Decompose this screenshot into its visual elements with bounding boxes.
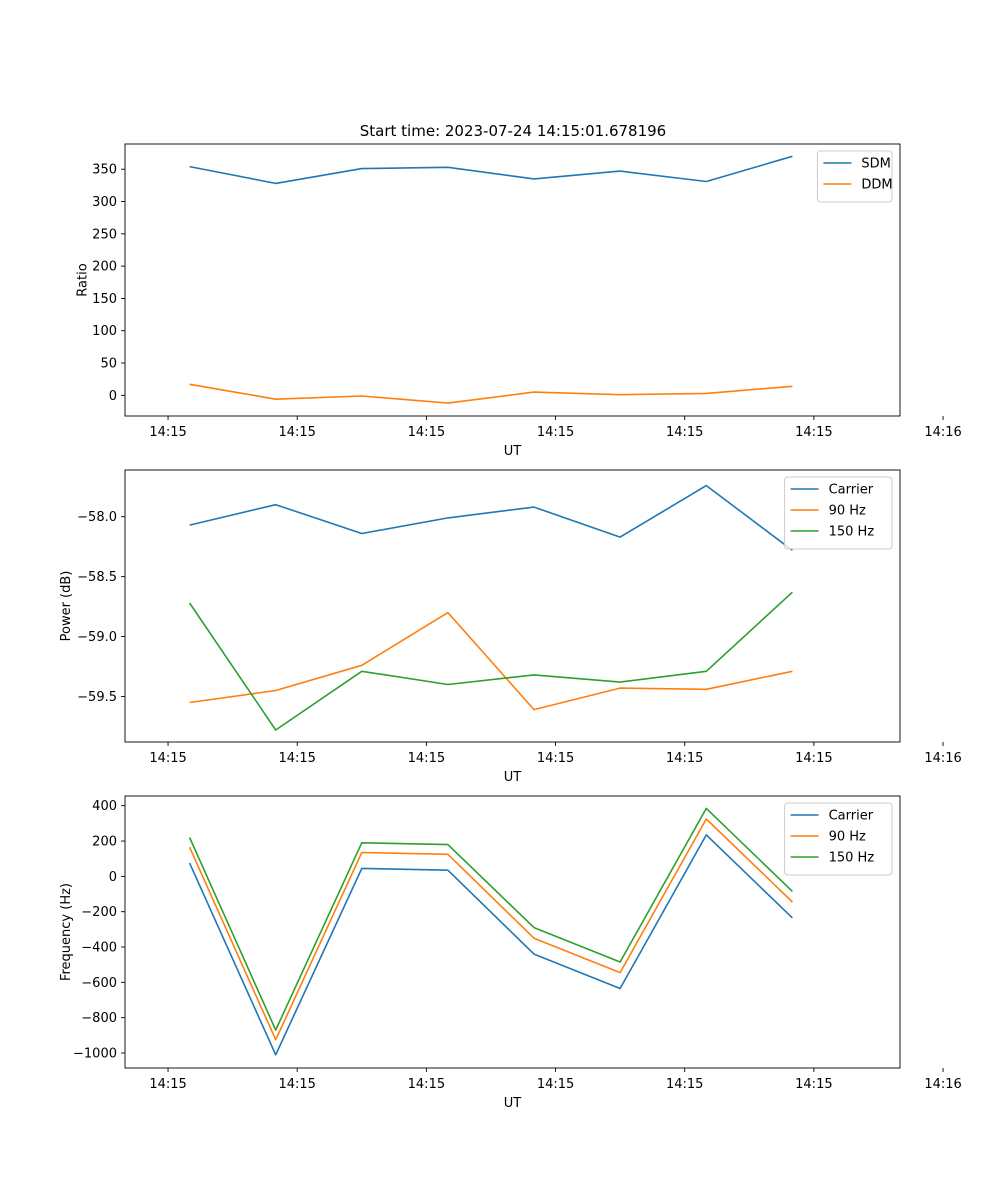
panel-2-axes-frame xyxy=(124,795,901,1069)
panel-1-x-tick-label: 14:16 xyxy=(924,751,961,766)
panel-2-y-tick-label: −1000 xyxy=(73,1046,117,1061)
panel-0-x-tick-label: 14:15 xyxy=(795,425,832,440)
panel-0-x-axis-label: UT xyxy=(504,444,522,459)
panel-0-x-tick-label: 14:15 xyxy=(149,425,186,440)
panel-1-y-tick-label: −59.5 xyxy=(77,690,117,705)
panel-2-series-line-carrier xyxy=(188,834,793,1056)
panel-0-legend: SDM DDM xyxy=(816,150,893,203)
ratio-panel: 14:15 14:15 14:15 14:15 14:15 14:15 14:16 0 50 10… xyxy=(75,143,962,459)
panel-2-y-tick-label: 200 xyxy=(92,835,117,850)
panel-0-x-tick-label: 14:15 xyxy=(408,425,445,440)
panel-1-y-tick-label: −58.0 xyxy=(77,510,117,525)
panel-2-y-tick-label: −400 xyxy=(81,941,117,956)
panel-2-series-line-150-hz xyxy=(188,807,793,1031)
panel-1-x-tick-label: 14:15 xyxy=(666,751,703,766)
panel-2-x-axis-label: UT xyxy=(504,1096,522,1111)
panel-2-y-tick-label: −800 xyxy=(81,1011,117,1026)
panel-2-x-tick-label: 14:15 xyxy=(666,1077,703,1092)
panel-0-x-tick-label: 14:15 xyxy=(278,425,315,440)
panel-1-x-tick-label: 14:15 xyxy=(149,751,186,766)
panel-0-y-tick-label: 0 xyxy=(109,389,117,404)
panel-0-y-tick-label: 200 xyxy=(92,260,117,275)
panel-0-y-tick-label: 350 xyxy=(92,163,117,178)
panel-2-y-tick-label: −200 xyxy=(81,905,117,920)
panel-2-x-tick-label: 14:16 xyxy=(924,1077,961,1092)
panel-1-series-line-150-hz xyxy=(188,591,793,731)
figure-title: Start time: 2023-07-24 14:15:01.678196 xyxy=(360,122,666,140)
panel-0-x-tick-label: 14:15 xyxy=(537,425,574,440)
panel-1-legend-label-150-hz: 150 Hz xyxy=(829,525,875,540)
frequency-panel: 14:15 14:15 14:15 14:15 14:15 14:15 14:16 −1000… xyxy=(59,795,962,1111)
panel-0-x-tick-label: 14:16 xyxy=(924,425,961,440)
panel-1-axes-frame xyxy=(124,469,901,743)
panel-1-x-tick-label: 14:15 xyxy=(537,751,574,766)
panel-1-x-tick-label: 14:15 xyxy=(278,751,315,766)
panel-2-x-tick-label: 14:15 xyxy=(537,1077,574,1092)
panel-0-y-tick-label: 150 xyxy=(92,292,117,307)
panel-0-y-tick-label: 50 xyxy=(100,357,117,372)
panel-0-y-tick-label: 300 xyxy=(92,195,117,210)
panel-0-legend-label-ddm: DDM xyxy=(861,178,892,193)
panel-1-y-tick-label: −59.0 xyxy=(77,630,117,645)
panel-1-series-line-90-hz xyxy=(189,611,793,711)
panel-1-legend-label-carrier: Carrier xyxy=(829,483,874,498)
panel-2-y-tick-label: 0 xyxy=(109,870,117,885)
panel-1-legend-label-90-hz: 90 Hz xyxy=(829,504,866,519)
panel-2-x-tick-label: 14:15 xyxy=(149,1077,186,1092)
panel-2-series-line-90-hz xyxy=(188,818,793,1041)
panel-1-y-axis-label: Power (dB) xyxy=(59,571,74,642)
panel-2-legend-label-90-hz: 90 Hz xyxy=(829,830,866,845)
panel-0-x-tick-label: 14:15 xyxy=(666,425,703,440)
panel-2-y-axis-label: Frequency (Hz) xyxy=(59,883,74,981)
panel-2-legend-label-carrier: Carrier xyxy=(829,809,874,824)
panel-0-series-line-sdm xyxy=(189,155,793,185)
panel-0-legend-label-sdm: SDM xyxy=(861,157,890,172)
panel-1-legend: Carrier 90 Hz 150 Hz xyxy=(784,476,893,550)
panel-2-y-tick-label: 400 xyxy=(92,799,117,814)
panel-2-y-tick-label: −600 xyxy=(81,976,117,991)
panel-0-y-tick-label: 250 xyxy=(92,227,117,242)
panel-0-y-tick-label: 100 xyxy=(92,324,117,339)
panel-2-x-tick-label: 14:15 xyxy=(795,1077,832,1092)
panel-1-series-line-carrier xyxy=(189,484,793,551)
panel-1-x-tick-label: 14:15 xyxy=(795,751,832,766)
panel-1-x-axis-label: UT xyxy=(504,770,522,785)
panel-0-series-line-ddm xyxy=(189,383,793,404)
panel-2-legend: Carrier 90 Hz 150 Hz xyxy=(784,802,893,876)
power-panel: 14:15 14:15 14:15 14:15 14:15 14:15 14:16 −59.5… xyxy=(59,469,962,785)
panel-2-x-tick-label: 14:15 xyxy=(278,1077,315,1092)
panel-2-x-tick-label: 14:15 xyxy=(408,1077,445,1092)
panel-0-axes-frame xyxy=(124,143,901,417)
panel-1-x-tick-label: 14:15 xyxy=(408,751,445,766)
panel-1-y-tick-label: −58.5 xyxy=(77,570,117,585)
panel-0-y-axis-label: Ratio xyxy=(75,263,90,296)
panel-2-legend-label-150-hz: 150 Hz xyxy=(829,851,875,866)
